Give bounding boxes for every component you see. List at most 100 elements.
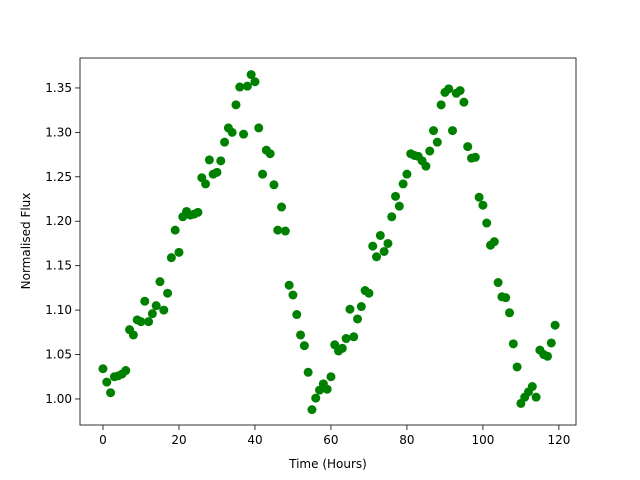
point	[166, 253, 176, 263]
point	[303, 367, 313, 377]
point	[102, 377, 112, 387]
point	[341, 334, 351, 344]
point	[429, 126, 439, 136]
point	[280, 226, 290, 236]
x-tick-label: 120	[547, 433, 570, 447]
point	[212, 167, 222, 177]
point	[106, 388, 116, 398]
point	[527, 382, 537, 392]
point	[356, 302, 366, 312]
point	[364, 288, 374, 298]
point	[239, 129, 249, 139]
point	[550, 320, 560, 330]
point	[543, 351, 553, 361]
point	[459, 97, 469, 107]
point	[421, 161, 431, 171]
point	[273, 225, 283, 235]
point	[258, 169, 268, 179]
point	[277, 202, 287, 212]
point	[375, 230, 385, 240]
point	[231, 100, 241, 110]
point	[531, 392, 541, 402]
point	[326, 372, 336, 382]
point	[512, 362, 522, 372]
y-tick-label: 1.25	[45, 170, 72, 184]
point	[193, 207, 203, 217]
point	[288, 290, 298, 300]
point	[242, 81, 252, 91]
point	[204, 155, 214, 165]
point	[144, 317, 154, 327]
point	[155, 277, 165, 287]
point	[227, 127, 237, 137]
point	[463, 142, 473, 152]
y-tick-label: 1.15	[45, 259, 72, 273]
point	[455, 86, 465, 96]
point	[220, 137, 230, 147]
point	[379, 246, 389, 256]
point	[216, 156, 226, 166]
point	[474, 192, 484, 202]
point	[140, 296, 150, 306]
point	[337, 343, 347, 353]
x-tick-label: 100	[471, 433, 494, 447]
point	[151, 301, 161, 311]
point	[482, 218, 492, 228]
x-tick-label: 0	[99, 433, 107, 447]
point	[98, 364, 108, 374]
point	[353, 314, 363, 324]
y-axis-label: Normalised Flux	[19, 193, 33, 290]
point	[128, 330, 138, 340]
point	[170, 225, 180, 235]
point	[269, 180, 279, 190]
point	[391, 191, 401, 201]
plot-frame	[79, 57, 577, 426]
point	[136, 317, 146, 327]
y-tick-label: 1.20	[45, 214, 72, 228]
y-tick-label: 1.10	[45, 303, 72, 317]
point	[501, 293, 511, 303]
point	[254, 123, 264, 133]
point	[444, 84, 454, 94]
point	[425, 146, 435, 156]
point	[493, 278, 503, 288]
y-tick-label: 1.35	[45, 81, 72, 95]
point	[505, 308, 515, 318]
point	[163, 288, 173, 298]
x-tick-label: 80	[399, 433, 414, 447]
point	[159, 305, 169, 315]
point	[448, 126, 458, 136]
point	[265, 149, 275, 159]
point	[387, 212, 397, 222]
y-tick-label: 1.30	[45, 125, 72, 139]
point	[292, 310, 302, 320]
point	[174, 247, 184, 257]
point	[246, 70, 256, 80]
point	[322, 384, 332, 394]
point	[250, 77, 260, 87]
x-tick-label: 60	[323, 433, 338, 447]
point	[508, 339, 518, 349]
point	[311, 393, 321, 403]
point	[296, 330, 306, 340]
point	[307, 405, 317, 415]
x-tick-label: 40	[247, 433, 262, 447]
point	[121, 366, 131, 376]
point	[432, 137, 442, 147]
point	[478, 200, 488, 210]
point	[345, 304, 355, 314]
point	[201, 179, 211, 189]
point	[436, 100, 446, 110]
x-axis-label: Time (Hours)	[288, 457, 367, 471]
point	[489, 237, 499, 247]
point	[284, 280, 294, 290]
point	[470, 152, 480, 162]
point	[546, 338, 556, 348]
point	[383, 238, 393, 248]
point	[372, 252, 382, 262]
point	[235, 82, 245, 92]
point	[349, 332, 359, 342]
point	[398, 179, 408, 189]
